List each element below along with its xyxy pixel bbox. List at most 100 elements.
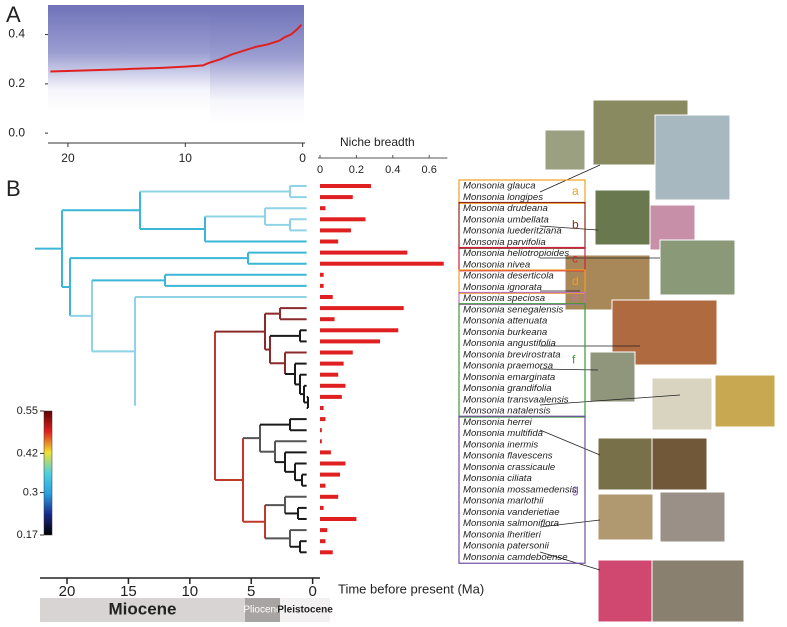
x-tick-label: 20: [61, 151, 75, 165]
time-tick-label: 15: [120, 583, 137, 600]
species-name: Monsonia transvaalensis: [463, 394, 569, 405]
clade-box: [458, 291, 586, 306]
clade-box: [458, 179, 586, 204]
species-name: Monsonia heliotropioides: [463, 248, 569, 259]
bar: [320, 283, 324, 288]
x-tick-label: 0: [299, 151, 306, 165]
bar: [320, 406, 324, 410]
species-name: Monsonia lheritieri: [463, 529, 542, 540]
species-name: Monsonia multifida: [463, 428, 543, 439]
species-name: Monsonia senegalensis: [463, 304, 563, 315]
species-name: Monsonia brevirostrata: [463, 349, 561, 360]
x-tick-label: 0.2: [349, 164, 364, 176]
clade-label: b: [572, 218, 579, 232]
epoch-bar: [280, 598, 330, 622]
bar: [320, 261, 444, 266]
photos: [544, 99, 776, 623]
species-name: Monsonia vanderietiae: [463, 507, 560, 518]
time-tick-label: 20: [59, 583, 76, 600]
clade-box: [458, 415, 586, 564]
species-name: Monsonia ciliata: [463, 473, 532, 484]
y-tick-label: 0.2: [8, 76, 25, 90]
bar: [320, 228, 351, 233]
bar: [320, 328, 399, 333]
species-name: Monsonia crassicaule: [463, 462, 555, 473]
bar: [320, 394, 342, 399]
species-name: Monsonia longipes: [463, 192, 543, 203]
x-tick-label: 0.6: [422, 164, 437, 176]
species-name: Monsonia parvifolia: [463, 237, 546, 248]
epoch-bar: [40, 598, 245, 622]
bar: [320, 461, 346, 466]
phylogeny: [35, 185, 309, 554]
panel-label: A: [6, 2, 21, 27]
bar: [320, 528, 328, 533]
y-tick-label: 0.4: [8, 27, 25, 41]
species-name: Monsonia luederitziana: [463, 226, 562, 237]
line: [50, 24, 303, 73]
species-name: Monsonia marlothii: [463, 496, 544, 507]
species-name: Monsonia speciosa: [463, 293, 545, 304]
species-name: Monsonia deserticola: [463, 271, 554, 282]
bar: [320, 361, 344, 366]
x-tick-label: 0: [317, 164, 323, 176]
panel-label: B: [6, 176, 21, 201]
time-tick-label: 10: [181, 583, 198, 600]
clade-box: [458, 269, 586, 294]
species-name: Monsonia umbellata: [463, 214, 549, 225]
epoch-bar: [245, 598, 280, 622]
bar: [320, 239, 339, 244]
x-tick-label: 10: [179, 151, 193, 165]
time-axis-label: Time before present (Ma): [338, 581, 484, 596]
species-name: Monsonia grandifolia: [463, 383, 552, 394]
bar: [320, 184, 371, 188]
bar: [320, 250, 408, 255]
bar: [320, 417, 326, 422]
bar: [320, 272, 324, 277]
colorbar: [43, 410, 53, 536]
bar: [320, 383, 346, 388]
clade-label: c: [572, 251, 578, 265]
colorbar-tick-label: 0.17: [17, 529, 38, 541]
species-name: Monsonia natalensis: [463, 406, 551, 417]
bar: [320, 306, 404, 311]
epoch-label: Pleistocene: [277, 605, 333, 616]
species-name: Monsonia emarginata: [463, 372, 555, 383]
species-name: Monsonia herrei: [463, 417, 533, 428]
clade-label: a: [572, 184, 579, 198]
species-name: Monsonia attenuata: [463, 316, 547, 327]
bar: [320, 483, 326, 488]
epoch-label: Miocene: [108, 599, 176, 618]
clade-box: [458, 201, 586, 249]
clade-box: [458, 303, 586, 418]
bar: [320, 539, 326, 544]
species-name: Monsonia glauca: [463, 181, 536, 192]
clade-label: d: [572, 274, 579, 288]
colorbar-tick-label: 0.42: [17, 447, 38, 459]
axis-title: Niche breadth: [340, 135, 415, 149]
clade-label: f: [572, 353, 576, 367]
species-name: Monsonia burkeana: [463, 327, 547, 338]
clade-label: g: [572, 482, 579, 496]
bar: [320, 217, 366, 222]
species-name: Monsonia angustifolia: [463, 338, 556, 349]
bar: [320, 195, 353, 200]
bar: [320, 450, 331, 455]
clade-box: [458, 246, 586, 272]
bar: [320, 206, 326, 211]
species-name: Monsonia nivea: [463, 259, 530, 270]
species-name: Monsonia inermis: [463, 439, 538, 450]
species-name: Monsonia camdeboense: [463, 552, 568, 563]
species-name: Monsonia salmoniflora: [463, 518, 559, 529]
species-name: Monsonia patersonii: [463, 541, 550, 552]
bar: [320, 350, 353, 355]
time-tick-label: 0: [308, 583, 316, 600]
bar: [320, 339, 381, 344]
bar: [320, 550, 333, 555]
arrows: [539, 164, 681, 571]
species-name: Monsonia flavescens: [463, 451, 553, 462]
bar: [320, 372, 339, 377]
bar: [320, 428, 322, 433]
species-name: Monsonia mossamedensis: [463, 484, 577, 495]
